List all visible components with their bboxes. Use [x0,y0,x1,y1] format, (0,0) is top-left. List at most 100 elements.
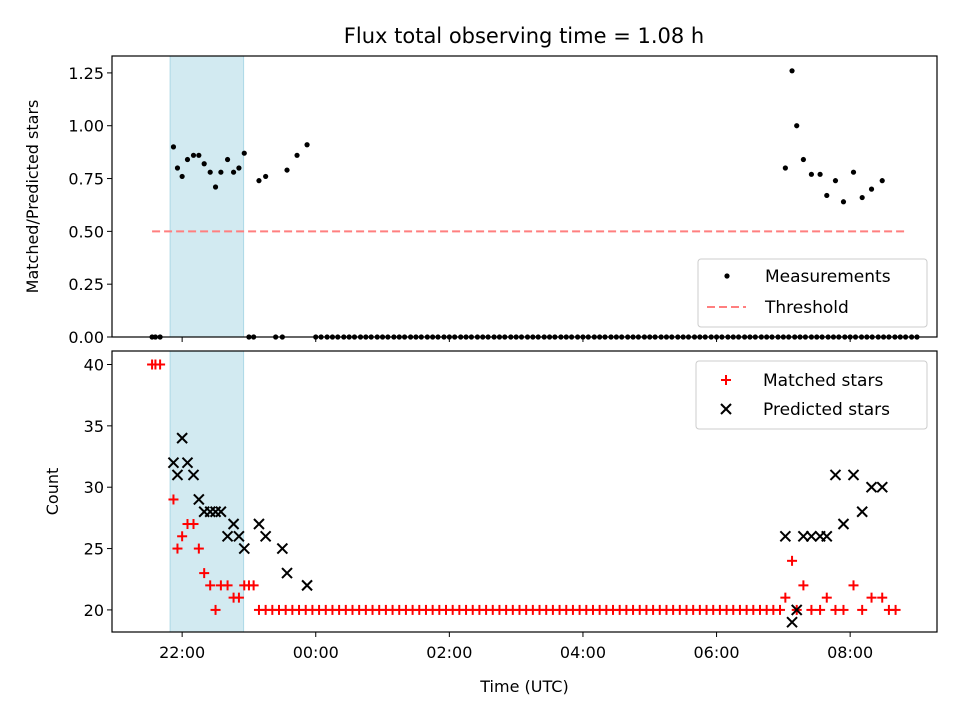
predicted-star-marker [847,469,860,481]
predicted-star-marker [171,469,184,481]
measurement-point [179,173,185,180]
predicted-x-b [238,542,250,555]
bottom-legend-box [695,360,928,430]
bottom-ylabel: Count [43,468,62,516]
predicted-star-marker [227,518,240,530]
measurement-point [184,156,191,163]
measurement-point [207,169,213,175]
top-ytick-label: 0.75 [68,170,104,189]
predicted-star-marker [805,530,818,542]
matched-star-marker [233,592,244,603]
matched-star-marker [857,604,868,615]
bottom-xtick-label: 00:00 [293,643,339,662]
predicted-star-marker [791,604,803,616]
predicted-x-b [187,469,200,481]
matched-star-marker [775,604,786,615]
matched-star-marker [866,592,877,603]
predicted-star-marker [301,579,313,592]
measurement-point [808,171,815,177]
predicted-star-marker [837,518,850,530]
bottom-xtick-label: 02:00 [426,643,472,662]
predicted-x-b [281,567,293,579]
top-legend: Measurements Threshold [697,258,928,328]
legend-measurement-swatch [724,273,730,279]
measurement-point [832,178,839,184]
predicted-star-marker [865,481,878,493]
measurement-point [304,142,310,148]
predicted-x-b [259,530,272,542]
top-ylabel: Matched/Predicted stars [23,100,42,294]
measurement-point [170,144,177,150]
predicted-x-b [779,530,792,542]
matched-star-marker [188,519,199,530]
predicted-star-marker [779,530,792,542]
legend-predicted-swatch-b [720,403,732,415]
bottom-axes-frame [111,350,938,633]
top-ytick-label: 0.25 [68,275,104,294]
bottom-ytick-label: 40 [84,355,104,374]
predicted-x-b [276,542,289,555]
measurement-point [789,68,795,74]
legend-matched-label: Matched stars [763,371,883,391]
measurement-point [241,150,247,156]
top-ytick-label: 1.00 [68,117,104,136]
measurement-point [794,123,800,129]
top-panel: 0.00 0.25 0.50 0.75 1.00 1.25 Matched/Predicte… [23,55,938,347]
matched-star-marker [177,531,188,542]
matched-star-marker [172,543,183,554]
measurement-point [256,178,262,184]
matched-star-marker [199,568,210,579]
measurement-point [879,178,885,184]
predicted-star-marker [233,530,245,542]
legend-predicted-label: Predicted stars [763,400,890,420]
predicted-star-marker [276,542,289,555]
predicted-star-marker [215,506,227,518]
measurement-point [817,171,823,177]
matched-star-marker [780,592,791,603]
top-axes-frame [111,55,938,338]
predicted-x-b [221,530,234,542]
matched-star-marker [155,359,166,370]
predicted-star-marker [829,469,842,481]
predicted-star-marker [281,567,293,579]
measurement-point [824,192,830,199]
predicted-x-b [829,469,842,481]
predicted-x-b [791,604,803,616]
predicted-x-b [837,518,850,530]
measurement-point [218,169,224,175]
measurement-point [174,165,181,171]
measurement-point [859,194,865,201]
predicted-star-marker [253,518,265,530]
predicted-x-b [233,530,245,542]
predicted-x-b [227,518,240,530]
matched-star-marker [787,555,798,566]
matched-star-marker [193,543,204,554]
predicted-star-marker [193,493,205,506]
matched-star-marker [222,580,233,591]
top-ytick-label: 0.50 [68,222,104,241]
measurement-point [840,199,847,205]
predicted-star-marker [181,456,194,469]
bottom-legend: Matched stars Predicted stars [695,360,928,430]
top-shaded-interval [169,55,245,338]
bottom-xtick-label: 06:00 [693,643,739,662]
matched-star-marker [848,580,859,591]
predicted-x-b [821,530,833,542]
measurement-point [868,186,875,192]
bottom-xtick-label: 04:00 [560,643,606,662]
predicted-x-b [176,432,188,444]
bottom-xtick-label: 22:00 [159,643,205,662]
measurement-point [190,152,197,158]
matched-star-marker [821,592,832,603]
matched-star-marker [890,604,901,615]
top-legend-box [697,258,928,328]
measurement-point [850,169,857,175]
matched-star-marker [168,494,179,505]
predicted-star-marker [856,506,868,518]
bottom-shaded-interval [169,350,245,633]
predicted-x-b [876,481,888,493]
predicted-x-b [181,456,194,469]
predicted-x-b [847,469,860,481]
predicted-star-marker [167,456,180,469]
matched-star-marker [798,580,809,591]
